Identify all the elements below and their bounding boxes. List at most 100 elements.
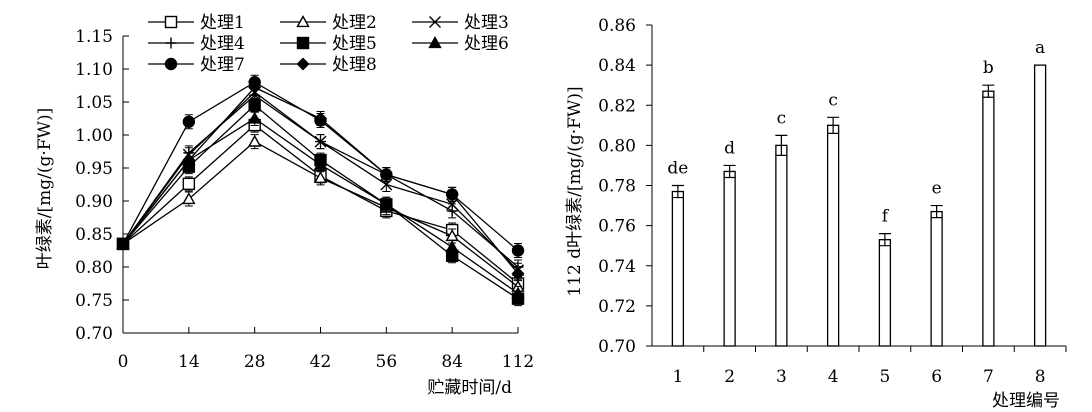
x-tick-label: 42 bbox=[310, 352, 332, 372]
significance-label: f bbox=[882, 207, 890, 227]
x-tick-label: 8 bbox=[1035, 367, 1046, 387]
data-point bbox=[248, 80, 262, 94]
line-chart: 0.70 0.75 0.80 0.85 0.90 0.95 1.00 1.05 1.10 1.15… bbox=[35, 13, 534, 398]
legend-marker bbox=[296, 15, 310, 28]
legend-item: 处理1 bbox=[148, 13, 245, 33]
y-tick-label: 0.80 bbox=[75, 258, 113, 278]
y-tick-label: 0.74 bbox=[598, 257, 636, 277]
legend-label: 处理4 bbox=[200, 34, 245, 54]
y-tick-label: 1.00 bbox=[75, 126, 113, 146]
data-point bbox=[182, 177, 196, 191]
legend-marker bbox=[164, 15, 178, 29]
legend-marker bbox=[296, 36, 310, 50]
data-point bbox=[379, 197, 394, 210]
significance-label: e bbox=[932, 179, 942, 199]
legend-marker bbox=[428, 36, 442, 49]
data-point bbox=[511, 244, 525, 257]
x-tick-label: 84 bbox=[441, 352, 463, 372]
x-tick-label: 1 bbox=[672, 367, 683, 387]
data-point bbox=[247, 111, 262, 124]
legend-label: 处理5 bbox=[332, 34, 377, 54]
legend-marker bbox=[165, 37, 177, 49]
significance-label: c bbox=[777, 108, 787, 128]
legend-marker bbox=[429, 16, 441, 28]
x-tick-label: 56 bbox=[376, 352, 398, 372]
data-point bbox=[511, 267, 525, 281]
data-point bbox=[511, 286, 525, 299]
data-point bbox=[313, 157, 328, 170]
error-bar bbox=[878, 233, 891, 247]
legend-item: 处理3 bbox=[412, 13, 509, 33]
bar-group: a bbox=[1033, 38, 1047, 347]
bar bbox=[1033, 64, 1047, 347]
x-tick-label: 7 bbox=[983, 367, 994, 387]
bar-group: c bbox=[826, 90, 840, 347]
significance-label: a bbox=[1035, 38, 1045, 58]
y-tick-label: 1.05 bbox=[75, 93, 113, 113]
y-axis-title: 112 d叶绿素/[mg/(g·FW)] bbox=[565, 86, 585, 296]
error-bar bbox=[982, 84, 995, 98]
data-point bbox=[248, 99, 261, 112]
y-tick-label: 0.80 bbox=[598, 136, 636, 156]
legend-marker bbox=[164, 57, 178, 71]
y-tick-label: 0.75 bbox=[75, 291, 113, 311]
error-bar bbox=[827, 116, 840, 134]
y-tick-label: 0.70 bbox=[75, 324, 113, 344]
error-bar bbox=[775, 134, 788, 157]
data-point bbox=[247, 134, 262, 147]
bar bbox=[671, 190, 685, 347]
significance-label: c bbox=[828, 90, 838, 110]
error-bar bbox=[723, 164, 736, 179]
legend-item: 处理7 bbox=[148, 55, 245, 75]
x-axis-title: 贮藏时间/d bbox=[427, 378, 512, 398]
y-tick-label: 0.72 bbox=[598, 297, 636, 317]
legend-label: 处理2 bbox=[332, 13, 377, 33]
x-tick-label: 6 bbox=[931, 367, 942, 387]
x-tick-label: 0 bbox=[118, 352, 129, 372]
bar-group: b bbox=[982, 58, 995, 347]
bar bbox=[982, 90, 995, 347]
y-tick-label: 0.95 bbox=[75, 159, 113, 179]
bar bbox=[930, 210, 943, 347]
y-tick-label: 0.86 bbox=[598, 16, 636, 36]
bar bbox=[775, 144, 788, 347]
y-tick-label: 0.78 bbox=[598, 177, 636, 197]
data-point bbox=[445, 187, 459, 201]
data-point bbox=[313, 170, 328, 184]
x-tick-label: 14 bbox=[178, 352, 200, 372]
data-point bbox=[182, 115, 196, 129]
data-point bbox=[380, 178, 393, 191]
x-tick-label: 28 bbox=[244, 352, 266, 372]
legend-item: 处理2 bbox=[280, 13, 377, 33]
y-tick-label: 0.84 bbox=[598, 56, 636, 76]
legend-item: 处理4 bbox=[148, 34, 245, 54]
data-point bbox=[445, 240, 459, 253]
legend-label: 处理8 bbox=[332, 55, 377, 75]
legend-label: 处理7 bbox=[200, 55, 245, 75]
data-point bbox=[446, 205, 458, 217]
error-bar bbox=[671, 184, 684, 199]
bar-group: f bbox=[878, 207, 892, 347]
x-tick-label: 4 bbox=[828, 367, 839, 387]
y-tick-label: 0.90 bbox=[75, 192, 113, 212]
series-5 bbox=[116, 97, 525, 307]
data-point bbox=[379, 168, 393, 182]
y-tick-label: 0.82 bbox=[598, 96, 636, 116]
y-tick-label: 1.15 bbox=[75, 27, 113, 47]
error-bar bbox=[930, 204, 943, 219]
bar-group: d bbox=[723, 138, 736, 347]
data-point bbox=[182, 192, 196, 205]
bar-group: e bbox=[930, 179, 943, 347]
data-point bbox=[182, 153, 196, 167]
legend-marker bbox=[296, 57, 310, 71]
legend-item: 处理5 bbox=[280, 34, 377, 54]
y-tick-label: 1.10 bbox=[75, 60, 113, 80]
data-point bbox=[314, 112, 327, 125]
x-axis-title: 处理编号 bbox=[992, 391, 1060, 411]
y-tick-label: 0.85 bbox=[75, 225, 113, 245]
significance-label: de bbox=[667, 159, 688, 179]
y-tick-label: 0.70 bbox=[598, 337, 636, 357]
y-axis-title: 叶绿素/[mg/(g·FW)] bbox=[35, 108, 55, 270]
y-tick-label: 0.76 bbox=[598, 217, 636, 237]
